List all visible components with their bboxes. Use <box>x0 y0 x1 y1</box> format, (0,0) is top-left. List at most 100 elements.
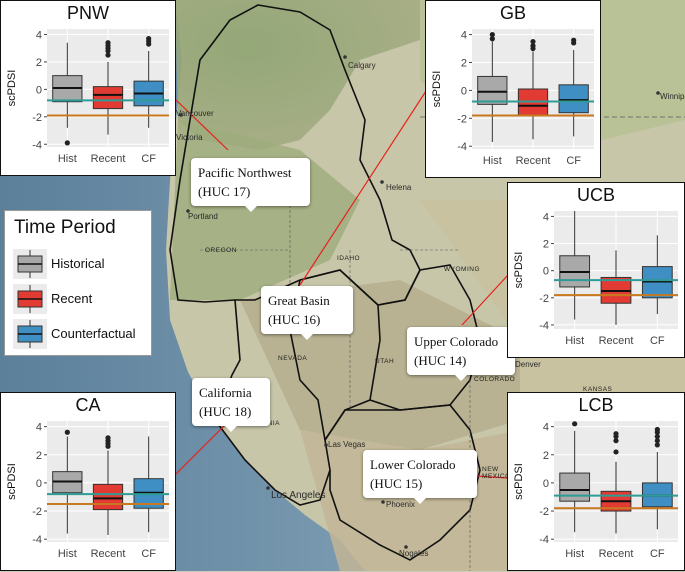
outlier-point <box>64 140 70 146</box>
outlier-point <box>613 431 619 437</box>
x-tick-label: Recent <box>599 548 634 560</box>
outlier-point <box>572 421 578 427</box>
outlier-point <box>654 433 660 440</box>
outlier-point <box>654 438 660 444</box>
state-label: NEW MEXICO <box>482 466 511 480</box>
region-huc: (HUC 15) <box>370 476 423 491</box>
region-callout-ucb: Upper Colorado (HUC 14) <box>407 327 515 381</box>
box-recent <box>92 86 124 110</box>
region-callout-ca: California (HUC 18) <box>192 378 270 432</box>
y-axis-label: scPDSI <box>6 70 18 107</box>
x-tick-label: CF <box>650 335 665 347</box>
legend-label: Historical <box>51 256 105 271</box>
x-tick-label: Recent <box>91 548 126 560</box>
city-label: Denver <box>515 360 541 369</box>
x-tick-label: Hist <box>565 335 584 347</box>
city-label: Winnipeg <box>660 92 685 101</box>
outlier-point <box>489 36 495 42</box>
box-cf <box>558 84 589 114</box>
boxplot-panel-lcb: LCB -4 -2 0 2 4 scPDSI Hist Recent CF <box>507 392 685 571</box>
y-tick-label: 4 <box>461 30 467 42</box>
y-axis-label: scPDSI <box>513 463 525 500</box>
x-tick-label: CF <box>650 548 665 560</box>
region-name: Great Basin <box>268 293 330 308</box>
panel-title: CA <box>75 395 101 415</box>
panel-title: PNW <box>67 3 109 23</box>
outlier-point <box>654 442 660 448</box>
panel-title: GB <box>499 3 526 23</box>
y-tick-label: 0 <box>36 84 42 96</box>
region-callout-lcb: Lower Colorado (HUC 15) <box>363 450 477 504</box>
box-hist <box>559 472 591 502</box>
y-tick-label: -2 <box>457 113 467 125</box>
region-huc: (HUC 17) <box>198 184 251 199</box>
state-label: NEVADA <box>278 355 308 362</box>
outlier-point <box>489 31 495 38</box>
city-label: Victoria <box>176 133 203 142</box>
boxplot-panel-pnw: PNW -4 -2 0 2 4 scPDSI Hist Recent CF <box>0 0 176 176</box>
city-label: Calgary <box>348 61 376 70</box>
region-huc: (HUC 18) <box>199 404 252 419</box>
legend-label: Recent <box>51 291 93 306</box>
city-label: Nogales <box>399 549 429 558</box>
outlier-point <box>105 435 111 441</box>
y-tick-label: 0 <box>36 478 42 490</box>
y-tick-label: 2 <box>543 450 549 462</box>
state-label: WYOMING <box>444 266 480 273</box>
legend-swatch <box>13 284 47 314</box>
y-tick-label: 2 <box>36 57 42 69</box>
region-name: Pacific Northwest <box>198 165 292 180</box>
state-label: OREGON <box>205 247 237 254</box>
y-tick-label: -4 <box>457 141 467 153</box>
boxplot-panel-ca: CA -4 -2 0 2 4 scPDSI Hist Recent CF <box>0 392 176 571</box>
outlier-point <box>613 438 619 444</box>
y-tick-label: 0 <box>461 85 467 97</box>
boxplot-gb: -4 -2 0 2 4 scPDSI Hist Recent CF <box>431 29 594 167</box>
boxplot-ucb: -4 -2 0 2 4 scPDSI Hist Recent CF <box>513 211 678 347</box>
y-tick-label: -2 <box>539 293 549 305</box>
legend: Time Period Historical Recent Counterfac… <box>4 210 152 356</box>
panel-title: LCB <box>578 395 614 415</box>
legend-item-historical: Historical <box>13 249 151 279</box>
y-tick-label: 0 <box>543 266 549 278</box>
x-tick-label: Hist <box>58 153 77 165</box>
x-tick-label: Hist <box>565 548 584 560</box>
region-callout-gb: Great Basin (HUC 16) <box>261 286 353 340</box>
y-tick-label: 4 <box>36 29 42 41</box>
y-tick-label: 0 <box>543 478 549 490</box>
y-tick-label: -4 <box>539 320 549 332</box>
city-label: Phoenix <box>386 500 415 509</box>
outlier-point <box>530 38 536 45</box>
y-tick-label: 2 <box>543 239 549 251</box>
x-tick-label: Recent <box>91 153 126 165</box>
x-tick-label: CF <box>566 155 581 167</box>
y-axis-label: scPDSI <box>513 252 525 289</box>
region-name: Upper Colorado <box>414 334 499 349</box>
city-label: Los Angeles <box>271 490 326 501</box>
legend-item-counterfactual: Counterfactual <box>13 319 151 349</box>
y-axis-label: scPDSI <box>431 71 443 108</box>
outlier-point <box>64 429 70 435</box>
state-label: KANSAS <box>583 386 613 393</box>
boxplot-ca: -4 -2 0 2 4 scPDSI Hist Recent CF <box>6 421 169 560</box>
outlier-point <box>105 52 111 58</box>
y-tick-label: -2 <box>539 506 549 518</box>
outlier-point <box>146 36 152 42</box>
y-tick-label: -4 <box>32 139 42 151</box>
boxplot-pnw: -4 -2 0 2 4 scPDSI Hist Recent CF <box>6 29 169 165</box>
box-recent <box>92 483 124 511</box>
y-tick-label: 2 <box>461 57 467 69</box>
city-label: Helena <box>386 183 412 192</box>
y-tick-label: 2 <box>36 450 42 462</box>
outlier-point <box>613 449 619 455</box>
panel-title: UCB <box>576 185 615 205</box>
y-tick-label: 4 <box>543 211 549 223</box>
state-label: UTAH <box>375 358 395 365</box>
x-tick-label: CF <box>141 153 156 165</box>
region-huc: (HUC 16) <box>268 312 321 327</box>
outlier-point <box>654 426 660 433</box>
region-callout-pnw: Pacific Northwest (HUC 17) <box>191 158 310 212</box>
x-tick-label: Recent <box>516 155 551 167</box>
outlier-point <box>530 43 536 49</box>
boxplot-panel-gb: GB -4 -2 0 2 4 scPDSI Hist Recent CF <box>425 0 601 178</box>
